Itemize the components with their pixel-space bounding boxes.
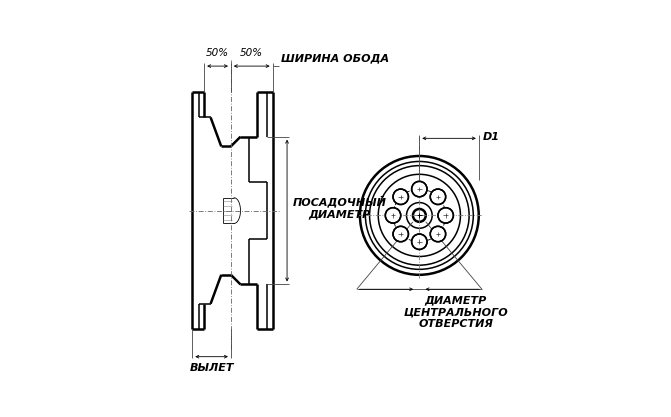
- Circle shape: [393, 226, 409, 242]
- Text: ПОСАДОЧНЫЙ
ДИАМЕТР: ПОСАДОЧНЫЙ ДИАМЕТР: [293, 196, 386, 219]
- Text: 50%: 50%: [206, 48, 229, 58]
- Circle shape: [430, 189, 446, 204]
- Text: D1: D1: [482, 132, 500, 142]
- Circle shape: [411, 234, 427, 249]
- Circle shape: [385, 208, 401, 223]
- Text: ШИРИНА ОБОДА: ШИРИНА ОБОДА: [280, 53, 389, 63]
- Circle shape: [438, 208, 454, 223]
- Circle shape: [413, 209, 426, 222]
- Text: ДИАМЕТР
ЦЕНТРАЛЬНОГО
ОТВЕРСТИЯ: ДИАМЕТР ЦЕНТРАЛЬНОГО ОТВЕРСТИЯ: [403, 296, 508, 329]
- Circle shape: [411, 181, 427, 197]
- Circle shape: [430, 226, 446, 242]
- Text: 50%: 50%: [240, 48, 263, 58]
- Circle shape: [393, 189, 409, 204]
- Text: ВЫЛЕТ: ВЫЛЕТ: [189, 363, 234, 373]
